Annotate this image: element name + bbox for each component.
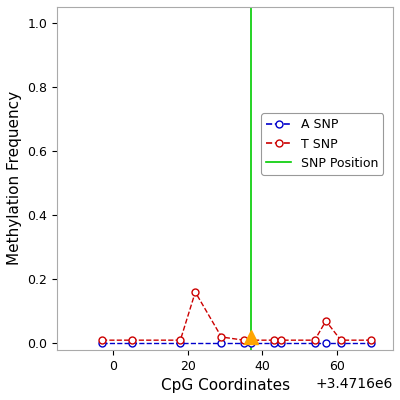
Y-axis label: Methylation Frequency: Methylation Frequency [7, 91, 22, 266]
Legend: A SNP, T SNP, SNP Position: A SNP, T SNP, SNP Position [261, 113, 384, 175]
X-axis label: CpG Coordinates: CpG Coordinates [160, 378, 290, 393]
